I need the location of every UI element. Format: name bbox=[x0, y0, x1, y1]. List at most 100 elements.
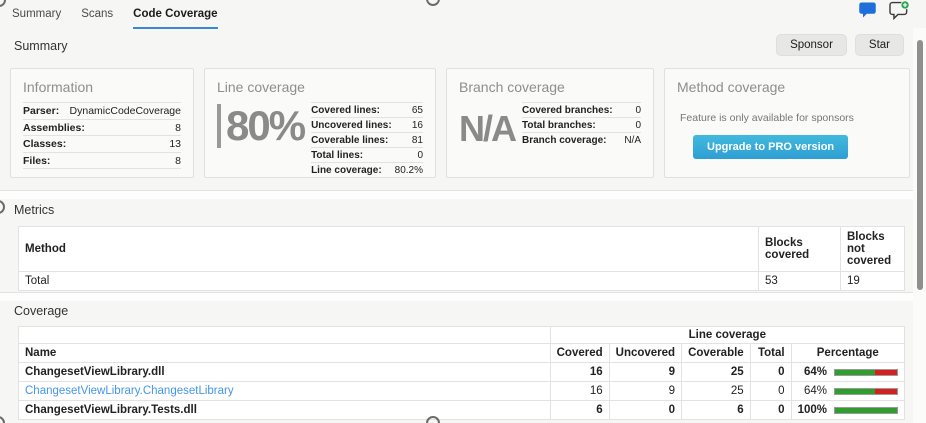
branch-coverage-table: Covered branches: 0 Total branches: 0 Br… bbox=[522, 102, 641, 147]
coverage-row-assembly: ChangesetViewLibrary.dll 16 9 25 0 64% bbox=[18, 362, 906, 382]
summary-buttons: Sponsor Star bbox=[776, 34, 904, 56]
info-row-assemblies: Assemblies: 8 bbox=[23, 120, 181, 136]
line-coverage-card: Line coverage 80% Covered lines: 65 Unco… bbox=[204, 68, 436, 178]
info-row-classes: Classes: 13 bbox=[23, 136, 181, 153]
coverable-value: 25 bbox=[681, 362, 751, 382]
total-value: 0 bbox=[749, 381, 792, 401]
line-value: 0 bbox=[417, 149, 423, 161]
metrics-col-blocks-covered: Blocks covered bbox=[758, 226, 841, 272]
uncovered-value: 0 bbox=[608, 400, 683, 420]
info-value: 8 bbox=[175, 121, 181, 134]
branch-label: Total branches: bbox=[522, 119, 596, 131]
percentage-value: 100% bbox=[797, 404, 827, 416]
info-label: Files: bbox=[23, 154, 51, 167]
info-row-parser: Parser: DynamicCodeCoverage bbox=[23, 103, 181, 120]
report-tabs: Summary Scans Code Coverage bbox=[12, 8, 218, 29]
star-button[interactable]: Star bbox=[854, 34, 904, 56]
left-handle-arc bbox=[0, 200, 5, 214]
coverage-col-name: Name bbox=[18, 343, 551, 363]
sponsors-only-note: Feature is only available for sponsors bbox=[680, 112, 854, 124]
branch-row-total: Total branches: 0 bbox=[522, 118, 641, 133]
tab-summary[interactable]: Summary bbox=[12, 8, 62, 20]
comment-icon[interactable] bbox=[858, 1, 877, 24]
corner-handle-arc bbox=[0, 0, 6, 7]
coverable-value: 25 bbox=[681, 381, 751, 401]
percentage-value: 64% bbox=[803, 385, 827, 397]
coverage-table: Line coverage Name Covered Uncovered Cov… bbox=[18, 326, 906, 420]
line-value: 81 bbox=[411, 134, 423, 146]
information-table: Parser: DynamicCodeCoverage Assemblies: … bbox=[23, 102, 181, 169]
metrics-divider bbox=[0, 190, 926, 199]
branch-label: Covered branches: bbox=[522, 104, 613, 116]
header-icons bbox=[858, 0, 910, 25]
line-value: 80.2% bbox=[394, 164, 423, 176]
branch-row-percentage: Branch coverage: N/A bbox=[522, 133, 641, 147]
coverage-col-percentage: Percentage bbox=[790, 343, 906, 363]
uncovered-value: 9 bbox=[608, 381, 683, 401]
information-card-title: Information bbox=[23, 79, 94, 95]
coverage-group-header: Line coverage bbox=[549, 326, 906, 344]
coverage-group-header-row: Line coverage bbox=[18, 326, 906, 344]
coverage-row-class: ChangesetViewLibrary.ChangesetLibrary 16… bbox=[18, 381, 906, 401]
branch-coverage-card-title: Branch coverage bbox=[459, 79, 565, 95]
assembly-name: ChangesetViewLibrary.Tests.dll bbox=[18, 400, 551, 420]
coverage-bar bbox=[834, 387, 898, 395]
covered-value: 16 bbox=[549, 381, 610, 401]
percentage-cell: 100% bbox=[790, 400, 906, 420]
class-name-link[interactable]: ChangesetViewLibrary.ChangesetLibrary bbox=[18, 381, 551, 401]
uncovered-value: 9 bbox=[608, 362, 683, 382]
coverage-bar bbox=[834, 406, 898, 414]
top-handle-arc bbox=[426, 0, 440, 6]
covered-value: 16 bbox=[549, 362, 610, 382]
branch-coverage-card: Branch coverage N/A Covered branches: 0 … bbox=[446, 68, 654, 178]
metrics-col-blocks-not-covered: Blocks not covered bbox=[839, 226, 906, 272]
total-value: 0 bbox=[749, 400, 792, 420]
coverage-row-tests-assembly: ChangesetViewLibrary.Tests.dll 6 0 6 0 1… bbox=[18, 400, 906, 420]
line-coverage-card-title: Line coverage bbox=[217, 79, 305, 95]
sponsor-button[interactable]: Sponsor bbox=[776, 34, 847, 56]
info-label: Classes: bbox=[23, 138, 67, 150]
coverage-header-row: Name Covered Uncovered Coverable Total P… bbox=[18, 343, 906, 363]
metrics-table: Method Blocks covered Blocks not covered… bbox=[17, 226, 906, 291]
metrics-total-blocks-not-covered: 19 bbox=[839, 271, 906, 291]
upgrade-pro-button[interactable]: Upgrade to PRO version bbox=[693, 135, 849, 159]
branch-value: 0 bbox=[635, 119, 641, 131]
add-comment-icon[interactable] bbox=[889, 0, 910, 25]
info-value: 13 bbox=[169, 138, 181, 150]
line-value: 16 bbox=[411, 119, 423, 131]
information-card: Information Parser: DynamicCodeCoverage … bbox=[10, 68, 194, 178]
line-row-uncovered: Uncovered lines: 16 bbox=[311, 118, 423, 133]
branch-value: 0 bbox=[635, 104, 641, 116]
coverage-col-total: Total bbox=[749, 343, 792, 363]
line-label: Coverable lines: bbox=[311, 134, 389, 146]
total-value: 0 bbox=[749, 362, 792, 382]
line-value: 65 bbox=[411, 104, 423, 116]
percentage-cell: 64% bbox=[790, 381, 906, 401]
metrics-col-method: Method bbox=[17, 226, 760, 272]
tab-scans[interactable]: Scans bbox=[81, 8, 114, 20]
line-label: Uncovered lines: bbox=[311, 119, 392, 131]
branch-row-covered: Covered branches: 0 bbox=[522, 103, 641, 118]
coverage-divider bbox=[0, 292, 926, 301]
info-label: Assemblies: bbox=[23, 121, 85, 134]
coverage-col-coverable: Coverable bbox=[681, 343, 751, 363]
method-coverage-card-title: Method coverage bbox=[677, 79, 786, 95]
summary-cards: Information Parser: DynamicCodeCoverage … bbox=[10, 68, 910, 178]
line-row-total: Total lines: 0 bbox=[311, 148, 423, 163]
scrollbar-thumb[interactable] bbox=[917, 40, 923, 290]
line-coverage-table: Covered lines: 65 Uncovered lines: 16 Co… bbox=[311, 102, 423, 177]
info-value: DynamicCodeCoverage bbox=[69, 105, 181, 117]
coverage-col-covered: Covered bbox=[549, 343, 610, 363]
tab-code-coverage[interactable]: Code Coverage bbox=[133, 8, 218, 29]
metrics-header-row: Method Blocks covered Blocks not covered bbox=[17, 226, 906, 272]
line-coverage-big-value: 80% bbox=[217, 103, 306, 149]
branch-label: Branch coverage: bbox=[522, 134, 607, 146]
percentage-value: 64% bbox=[803, 366, 827, 378]
info-value: 8 bbox=[175, 154, 181, 167]
metrics-total-blocks-covered: 53 bbox=[758, 271, 841, 291]
info-row-files: Files: 8 bbox=[23, 153, 181, 169]
covered-value: 6 bbox=[549, 400, 610, 420]
coverage-bar bbox=[834, 368, 898, 376]
metrics-section-title: Metrics bbox=[14, 203, 55, 217]
